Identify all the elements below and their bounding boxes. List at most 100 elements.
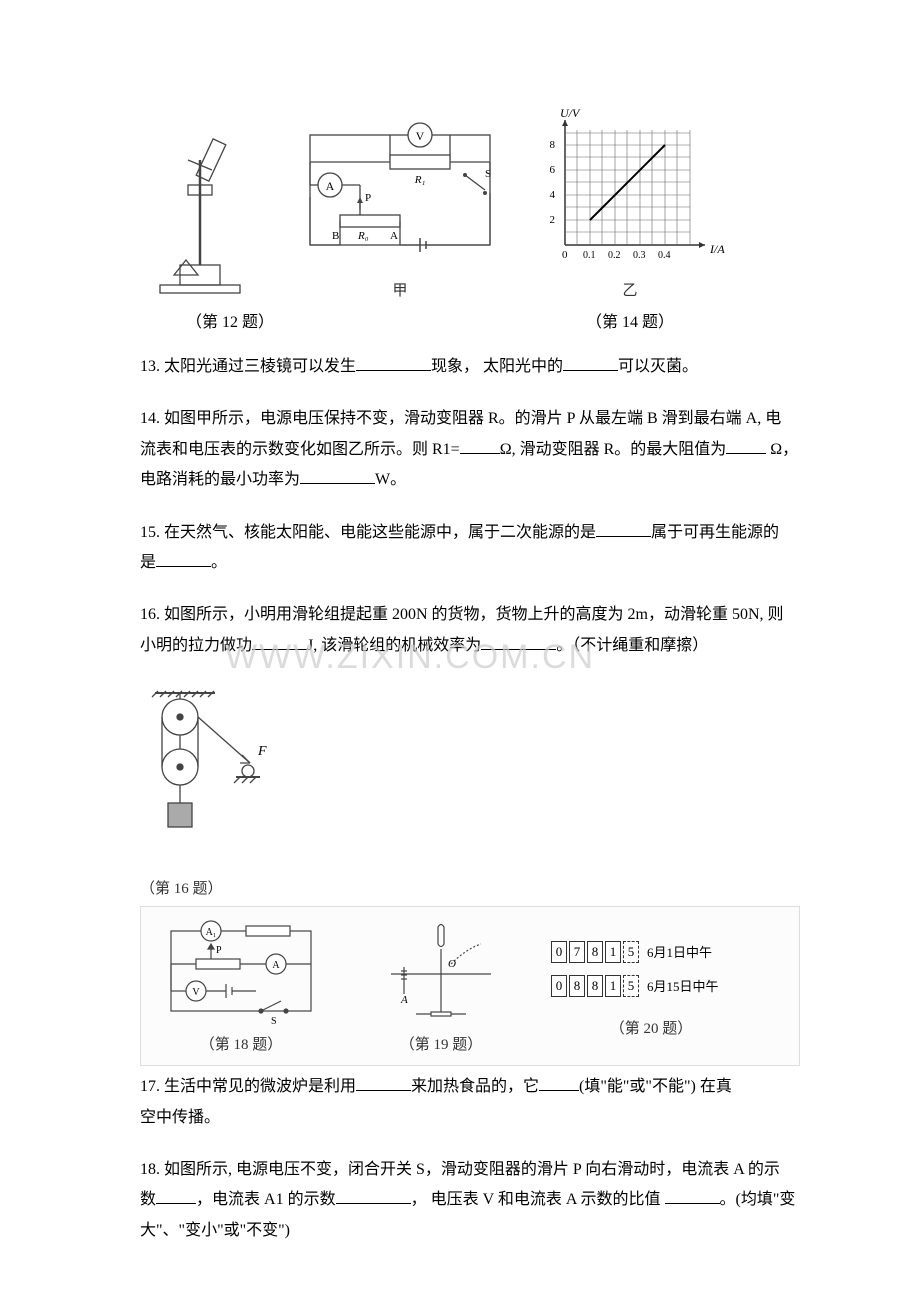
caption-16: （第 16 题） [140,877,800,898]
blank [300,468,375,484]
figure-14-graph: U/V I/A [530,100,730,300]
q18-l2d: 。(均填"变 [720,1191,796,1208]
r0-label: R₀ [357,230,369,242]
ammeter-label: A [326,179,335,193]
q17-l2: 空中传播。 [140,1109,220,1126]
blank [356,1075,411,1091]
force-f-label: F [257,744,267,759]
q13-prefix: 13. 太阳光通过三棱镜可以发生 [140,358,356,375]
q15-l2b: 。 [211,554,227,571]
figure-18: A₁ P A V S （第 18 题） [151,919,331,1059]
label-jia: 甲 [392,279,407,300]
circuit-18-icon: A₁ P A V S [156,919,326,1029]
r1-label: R₁ [414,174,426,186]
ytick-4: 4 [550,189,556,201]
figure-19: A O （第 19 题） [361,919,521,1059]
digit: 0 [551,975,567,997]
blank [726,438,766,454]
ytick-2: 2 [550,214,556,226]
q14-l1: 14. 如图甲所示，电源电压保持不变，滑动变阻器 R。的滑片 P 从最左端 B … [140,410,781,427]
q16-l2a: 小明的拉力做功 [140,637,252,654]
digit: 5 [623,941,639,963]
s-label: S [271,1016,277,1027]
q16-l2b: J, 该滑轮组的机械效率为 [307,637,481,654]
q17-l1b: 来加热食品的，它 [411,1078,539,1095]
question-13: 13. 太阳光通过三棱镜可以发生 现象， 太阳光中的 可以灭菌。 [140,352,800,382]
blank [481,634,556,650]
q15-l2a: 是 [140,554,156,571]
yaxis-label: U/V [560,106,581,120]
question-18: 18. 如图所示, 电源电压不变，闭合开关 S，滑动变阻器的滑片 P 向右滑动时… [140,1155,800,1246]
q18-l2c: ， 电压表 V 和电流表 A 示数的比值 [411,1191,665,1208]
ytick-8: 8 [550,139,556,151]
caption-14: （第 14 题） [320,308,800,332]
meter-2-label: 6月15日中午 [647,976,719,995]
question-14: 14. 如图甲所示，电源电压保持不变，滑动变阻器 R。的滑片 P 从最左端 B … [140,404,800,495]
q14-l3a: 电路消耗的最小功率为 [140,471,300,488]
digit: 7 [569,941,585,963]
caption-12: （第 12 题） [140,308,320,332]
point-a-label: A [400,994,408,1006]
point-a-label: A [390,230,398,242]
a1-label: A₁ [206,927,217,938]
q17-l1a: 17. 生活中常见的微波炉是利用 [140,1078,356,1095]
q16-l1: 16. 如图所示，小明用滑轮组提起重 200N 的货物，货物上升的高度为 2m，… [140,606,784,623]
voltmeter-label: V [416,129,425,143]
q18-l2a: 数 [140,1191,156,1208]
q14-l2b: Ω, 滑动变阻器 R。的最大阻值为 [500,441,727,458]
blank [539,1075,579,1091]
ytick-6: 6 [550,164,556,176]
q14-l2c: Ω， [766,441,798,458]
meter-1-label: 6月1日中午 [647,942,712,961]
graph-icon: U/V I/A [535,105,725,275]
point-b-label: B [332,230,339,242]
q13-mid: 现象， 太阳光中的 [431,358,563,375]
q13-suffix: 可以灭菌。 [618,358,698,375]
caption-row-1: （第 12 题） （第 14 题） [140,308,800,332]
q16-l2c: 。（不计绳重和摩擦） [556,637,708,654]
q18-l2b: ，电流表 A1 的示数 [196,1191,336,1208]
blank [156,1188,196,1204]
q17-l1c: (填"能"或"不能") 在真 [579,1078,732,1095]
meter-reading-1: 0 7 8 1 5 6月1日中午 [551,941,751,963]
q15-mid: 属于可再生能源的 [651,524,779,541]
blank [596,521,651,537]
balance-icon: A O [366,919,516,1029]
digit: 8 [569,975,585,997]
v-label: V [192,987,200,998]
blank [156,551,211,567]
digit: 8 [587,975,603,997]
blank [665,1188,720,1204]
q14-l3b: W。 [375,471,406,488]
blank [460,438,500,454]
xtick-1: 0.1 [583,250,596,261]
question-16: 16. 如图所示，小明用滑轮组提起重 200N 的货物，货物上升的高度为 2m，… [140,600,800,661]
point-o-label: O [448,958,456,970]
blank [563,355,618,371]
a-label: A [272,960,280,971]
caption-18: （第 18 题） [200,1033,283,1054]
blank [252,634,307,650]
q18-l1: 18. 如图所示, 电源电压不变，闭合开关 S，滑动变阻器的滑片 P 向右滑动时… [140,1161,780,1178]
blank [356,355,431,371]
p-label: P [216,945,222,956]
xaxis-label: I/A [709,242,725,256]
digit: 5 [623,975,639,997]
digit: 1 [605,975,621,997]
figure-row-1: V R₁ A S P B R₀ A [140,100,800,300]
xtick-2: 0.2 [608,250,621,261]
figure-12 [140,100,260,300]
prism-apparatus-icon [150,130,250,300]
xtick-4: 0.4 [658,250,671,261]
figure-20: 0 7 8 1 5 6月1日中午 0 8 8 1 5 6月15日中午 （第 20… [551,919,751,1059]
digit: 1 [605,941,621,963]
label-yi: 乙 [622,279,637,300]
digit: 0 [551,941,567,963]
origin-label: 0 [562,249,568,261]
caption-19: （第 19 题） [400,1033,483,1054]
q14-l2a: 流表和电压表的示数变化如图乙所示。则 R1= [140,441,460,458]
xtick-3: 0.3 [633,250,646,261]
circuit-diagram-icon: V R₁ A S P B R₀ A [290,115,510,275]
pulley-system-icon: F [140,683,280,853]
figure-16: F （第 16 题） [140,683,800,898]
